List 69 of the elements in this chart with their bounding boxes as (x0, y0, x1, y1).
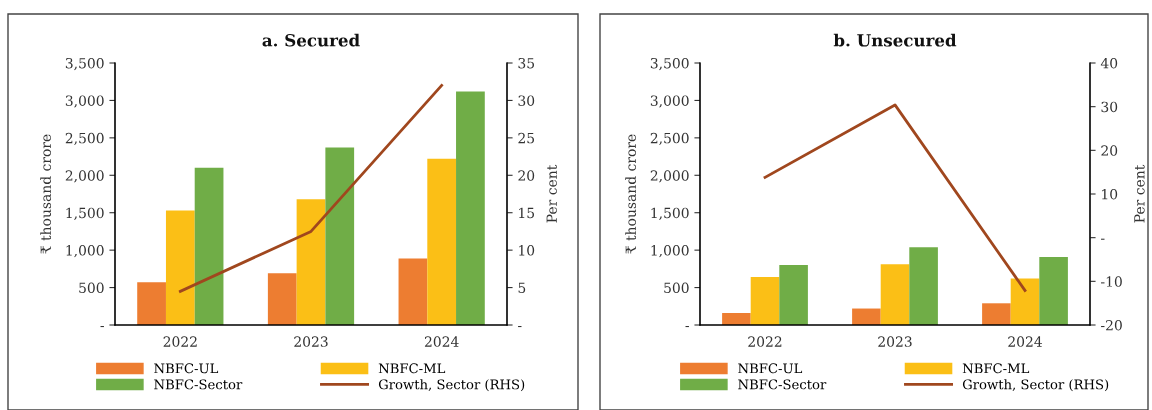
y2-tick-label: 10 (519, 245, 535, 256)
legend-label: NBFC-ML (378, 363, 446, 374)
bar (722, 313, 751, 325)
y-tick-label: 3,500 (65, 57, 104, 71)
legend-label: NBFC-Sector (154, 379, 243, 390)
y2-tick-label: -20 (1101, 319, 1122, 331)
bar (325, 147, 355, 325)
bar (194, 167, 224, 325)
y2-tick-label: 30 (518, 95, 535, 106)
y-tick-label: 3,000 (65, 95, 104, 108)
legend-label: NBFC-UL (154, 363, 219, 374)
y-tick-label: 2,000 (650, 170, 689, 183)
y-tick-label: 1,500 (651, 207, 689, 220)
legend-label: NBFC-UL (738, 363, 803, 374)
y2-tick-label: 25 (518, 132, 535, 144)
y-tick-label: - (685, 326, 689, 328)
y-tick-label: 500 (664, 282, 689, 294)
bar (1010, 278, 1040, 325)
y-tick-label: 1,000 (66, 245, 104, 258)
y-tick-label: 1,000 (651, 245, 689, 258)
x-tick-label: 2022 (163, 336, 197, 347)
y2-tick-label: 20 (1101, 145, 1118, 156)
bar (165, 210, 195, 325)
y2-tick-label: 5 (518, 282, 526, 294)
bar (398, 258, 428, 325)
legend-label: NBFC-ML (962, 363, 1030, 374)
y-tick-label: 3,000 (650, 95, 689, 108)
x-tick-label: 2023 (294, 336, 328, 347)
bar (456, 91, 485, 325)
y-tick-label: 2,000 (65, 170, 104, 183)
y2-tick-label: 40 (1100, 57, 1118, 69)
legend-label: Growth, Sector (RHS) (962, 379, 1109, 392)
x-tick-label: 2023 (878, 336, 912, 347)
y2-axis-title: Per cent (1134, 164, 1145, 223)
legend-label: Growth, Sector (RHS) (378, 379, 525, 392)
y2-axis-title: Per cent (546, 164, 557, 223)
bar (779, 265, 808, 325)
chart-title: b. Unsecured (833, 33, 957, 47)
x-tick-label: 2024 (424, 336, 459, 347)
bar (982, 303, 1011, 325)
x-tick-label: 2024 (1008, 336, 1042, 347)
chart-title: a. Secured (262, 33, 360, 47)
bar (427, 158, 457, 325)
y2-tick-label: 10 (1102, 188, 1118, 200)
bar (296, 199, 326, 325)
bar (750, 277, 780, 325)
y-axis-title: ₹ thousand crore (625, 134, 637, 254)
y2-tick-label: -10 (1101, 276, 1122, 287)
y-tick-label: - (100, 326, 104, 328)
bar (1039, 256, 1068, 325)
y2-tick-label: 35 (518, 57, 535, 69)
y-tick-label: 1,500 (66, 207, 104, 220)
y2-tick-label: 20 (518, 170, 535, 181)
y-tick-label: 2,500 (650, 132, 689, 146)
y-tick-label: 2,500 (65, 132, 104, 146)
y2-tick-label: - (518, 326, 522, 328)
x-tick-label: 2022 (748, 336, 782, 347)
bar (267, 273, 297, 325)
y2-tick-label: 15 (519, 207, 535, 219)
y-tick-label: 3,500 (650, 57, 689, 71)
y-tick-label: 500 (79, 282, 104, 294)
y2-tick-label: - (1101, 238, 1105, 240)
legend-label: NBFC-Sector (738, 379, 827, 390)
bar (909, 247, 938, 325)
y-axis-title: ₹ thousand crore (40, 134, 52, 254)
bar (880, 264, 910, 325)
y2-tick-label: 30 (1101, 101, 1118, 113)
bar (137, 282, 166, 325)
bar (852, 308, 881, 325)
